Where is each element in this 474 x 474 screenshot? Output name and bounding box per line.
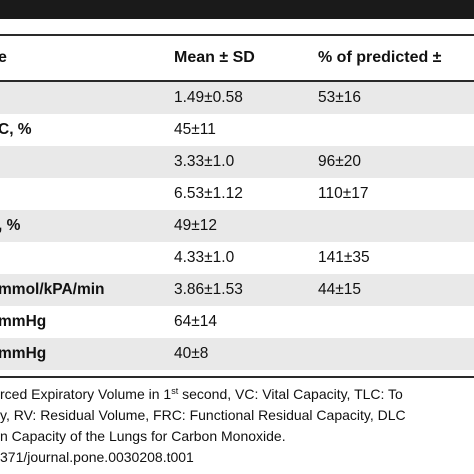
row-predicted: 96±20 (318, 153, 361, 170)
row-predicted: 44±15 (318, 281, 361, 298)
footnote-doi: 371/journal.pone.0030208.t001 (0, 449, 194, 465)
row-mean: 6.53±1.12 (174, 185, 243, 202)
table-row: 4.33±1.0 141±35 (0, 242, 474, 274)
header-parameter: e (0, 49, 7, 66)
row-parameter: mmol/kPA/min (0, 281, 105, 298)
row-mean: 4.33±1.0 (174, 249, 235, 266)
footnote-line-1-rest: second, VC: Vital Capacity, TLC: To (178, 386, 403, 402)
table-row: C, % 45±11 (0, 114, 474, 146)
table-row: 6.53±1.12 110±17 (0, 178, 474, 210)
table-row: 3.33±1.0 96±20 (0, 146, 474, 178)
footnote-line-2: y, RV: Residual Volume, FRC: Functional … (0, 407, 406, 423)
row-mean: 45±11 (174, 121, 216, 138)
header-bottom-rule (0, 80, 474, 82)
table-footnote: rced Expiratory Volume in 1st second, VC… (0, 384, 474, 468)
row-mean: 40±8 (174, 345, 209, 362)
footnote-line-1-text: rced Expiratory Volume in 1 (0, 386, 172, 402)
row-mean: 49±12 (174, 217, 217, 234)
table-row: mmol/kPA/min 3.86±1.53 44±15 (0, 274, 474, 306)
table-row: mmHg 40±8 (0, 338, 474, 370)
table-header-row: e Mean ± SD % of predicted ± (0, 38, 474, 78)
table-row: 1.49±0.58 53±16 (0, 82, 474, 114)
row-parameter: , % (0, 217, 21, 234)
row-parameter: mmHg (0, 345, 47, 362)
row-predicted: 141±35 (318, 249, 370, 266)
table-title-bar (0, 0, 474, 19)
footnote-line-3: n Capacity of the Lungs for Carbon Monox… (0, 428, 286, 444)
row-mean: 1.49±0.58 (174, 89, 243, 106)
row-predicted: 110±17 (318, 185, 369, 202)
footnote-superscript: st (171, 386, 179, 396)
header-top-rule (0, 34, 474, 36)
footnote-line-1: rced Expiratory Volume in 1st second, VC… (0, 384, 474, 405)
table-row: , % 49±12 (0, 210, 474, 242)
row-mean: 3.86±1.53 (174, 281, 243, 298)
table-row: mmHg 64±14 (0, 306, 474, 338)
row-parameter: mmHg (0, 313, 47, 330)
header-mean-sd: Mean ± SD (174, 49, 255, 66)
table-bottom-rule (0, 376, 474, 378)
row-mean: 3.33±1.0 (174, 153, 235, 170)
row-parameter: C, % (0, 121, 32, 138)
row-mean: 64±14 (174, 313, 217, 330)
row-predicted: 53±16 (318, 89, 361, 106)
header-percent-predicted: % of predicted ± (318, 49, 442, 66)
